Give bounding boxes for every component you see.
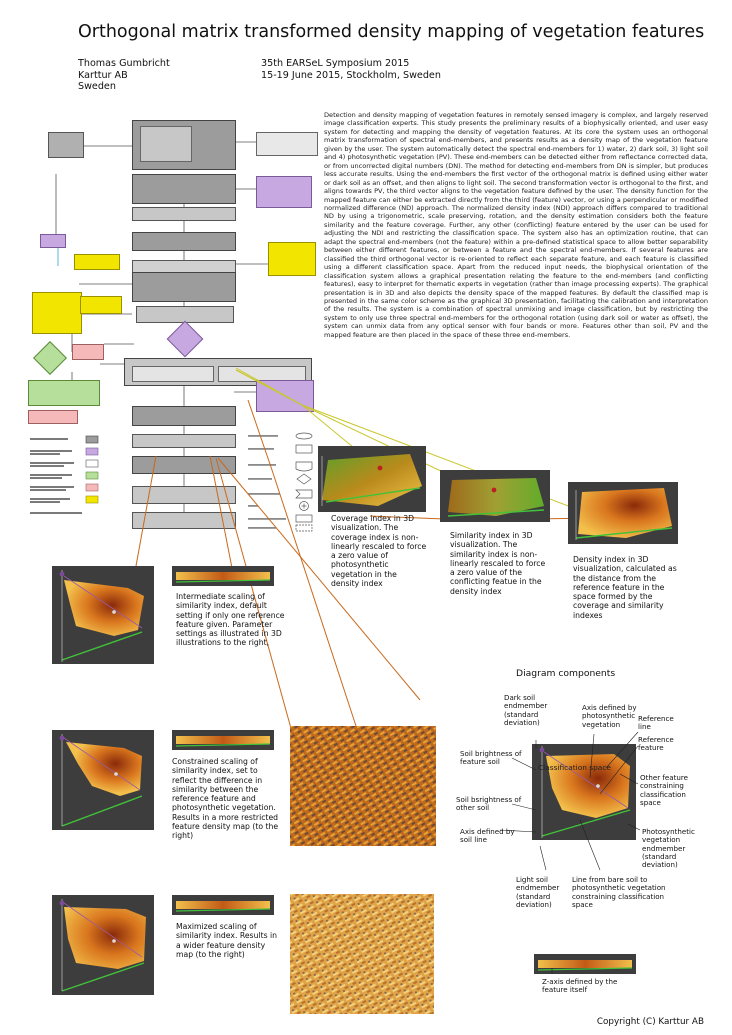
coverage-3d-image [321, 454, 422, 506]
flow-box-density-map [132, 512, 236, 529]
caption-density: Density index in 3D visualization, calcu… [573, 555, 677, 620]
maximized-3d-image [175, 901, 271, 912]
density-3d-image [575, 488, 673, 540]
flow-box-density-calc [132, 434, 236, 448]
caption-constrained: Constrained scaling of similarity index,… [172, 757, 279, 841]
flow-shape-legend [246, 432, 316, 532]
coverage-3d-panel [318, 446, 426, 512]
author-block: Thomas Gumbricht Karttur AB Sweden [78, 58, 170, 93]
flow-legend-swatches [30, 435, 99, 514]
diagram-label-pv-endmember: Photosynthetic vegetation endmember (sta… [642, 827, 695, 870]
diagram-label-ref-line: Reference line [638, 714, 674, 732]
author-country: Sweden [78, 81, 116, 93]
constrained-3d-image [175, 736, 271, 747]
flow-box-endmember-list [140, 126, 192, 162]
intermediate-2d-panel [52, 566, 154, 664]
flow-shape-legend-symbols [248, 432, 313, 532]
constrained-density-map-image [290, 726, 436, 846]
event-block: 35th EARSeL Symposium 2015 15-19 June 20… [261, 58, 441, 81]
flow-side-user-data [32, 292, 82, 334]
constrained-2d-image [59, 734, 143, 827]
flow-side-conflicting [74, 254, 120, 270]
page-title: Orthogonal matrix transformed density ma… [78, 22, 705, 42]
flow-box-feature-images [132, 272, 236, 302]
flow-side-pink [72, 344, 104, 360]
flow-box-reference-density-side [268, 242, 316, 276]
author-org: Karttur AB [78, 69, 128, 81]
diagram-image [539, 746, 631, 838]
diagram-label-light-soil: Light soil endmember (standard deviation… [516, 875, 560, 909]
maximized-2d-panel [52, 895, 154, 995]
flow-side-map-identify [40, 234, 66, 248]
caption-maximized: Maximized scaling of similarity index. R… [176, 922, 278, 959]
flow-box-empirical-model [132, 486, 236, 504]
maximized-density-map-image [290, 894, 434, 1014]
flowchart [24, 114, 318, 534]
diagram-label-axis-pv: Axis defined by photosynthetic vegetatio… [582, 703, 637, 729]
intermediate-3d-image [175, 572, 271, 583]
flow-box-reference-feature [132, 207, 236, 221]
caption-intermediate: Intermediate scaling of similarity index… [176, 592, 285, 648]
diagram-label-axis-soil: Axis defined by soil line [460, 827, 515, 845]
abstract-text: Detection and density mapping of vegetat… [324, 111, 708, 339]
diagram-z-axis-image [537, 960, 633, 974]
flow-legend [26, 434, 112, 530]
diagram-label-soil-brightness-other: Soil bsrightness of other soil [456, 795, 522, 813]
flow-box-linear-transform [132, 232, 236, 251]
flow-side-coverage-conflicting [28, 410, 78, 424]
constrained-3d-panel [172, 730, 274, 750]
event-date: 15-19 June 2015, Stockholm, Sweden [261, 69, 441, 81]
copyright: Copyright (C) Karttur AB [596, 1017, 704, 1027]
diagram-label-soil-brightness-feature: Soil brightness of feature soil [460, 749, 522, 767]
intermediate-2d-image [59, 570, 144, 662]
diagram-panel [532, 744, 636, 840]
density-3d-panel [568, 482, 678, 544]
diagram-label-line-bare-soil: Line from bare soil to photosynthetic ve… [572, 875, 666, 909]
flow-box-orthogonal [132, 174, 236, 204]
author-name: Thomas Gumbricht [78, 58, 170, 69]
flow-box-ref-density-index [132, 456, 236, 474]
diagram-leader-lines [499, 731, 641, 871]
constrained-2d-panel [52, 730, 154, 830]
caption-similarity: Similarity index in 3D visualization. Th… [450, 531, 546, 596]
maximized-3d-panel [172, 895, 274, 915]
intermediate-3d-panel [172, 566, 274, 586]
similarity-3d-image [447, 478, 545, 517]
diagram-heading: Diagram components [516, 668, 616, 679]
flow-box-3d-coverage [132, 366, 214, 382]
event-name: 35th EARSeL Symposium 2015 [261, 58, 410, 69]
similarity-3d-panel [440, 470, 550, 522]
flow-box-predefined [256, 132, 318, 156]
diagram-label-dark-soil: Dark soil endmember (standard deviation) [504, 693, 548, 727]
diagram-z-axis-panel [534, 954, 636, 974]
caption-coverage: Coverage index in 3D visualization. The … [331, 514, 427, 589]
flow-side-select-edit [80, 296, 122, 314]
maximized-density-map [290, 894, 434, 1014]
maximized-2d-image [59, 899, 146, 992]
diagram-label-ref-feature: Reference feature [638, 735, 674, 753]
diagram-classification-space: Classification space [538, 763, 611, 772]
flow-box-optimization-matrix [256, 176, 312, 208]
constrained-density-map [290, 726, 436, 846]
diagram-label-z-axis: Z-axis defined by the feature itself [542, 977, 618, 995]
flow-side-optimization-nonlinear [28, 380, 100, 406]
diagram-label-other-feature: Other feature constraining classificatio… [640, 773, 689, 807]
flow-box-input [48, 132, 84, 158]
flow-box-similarity-coverage [132, 406, 236, 426]
